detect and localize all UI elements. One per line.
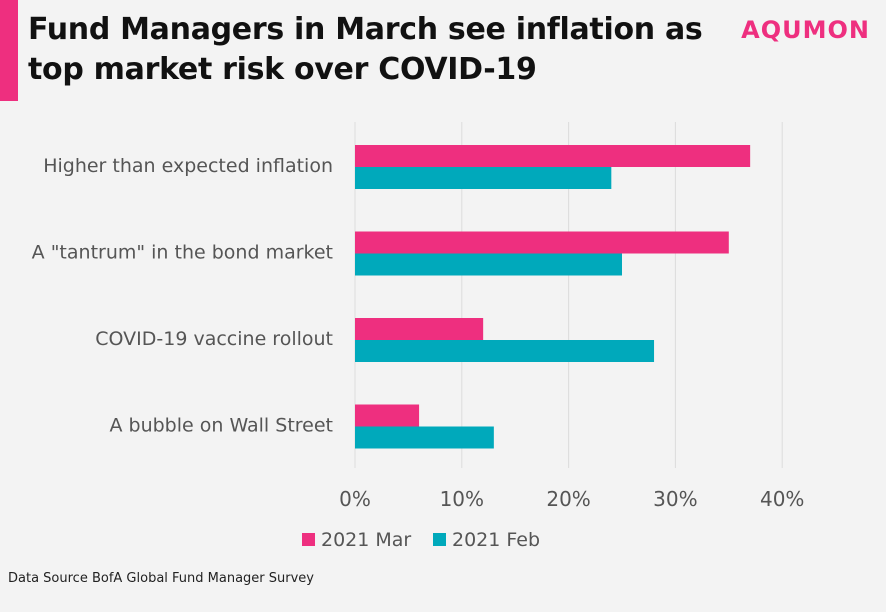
- bar-feb: [355, 426, 494, 449]
- category-labels: Higher than expected inflation A "tantrum…: [32, 155, 333, 437]
- x-tick-label: 10%: [440, 487, 484, 511]
- x-tick-label: 40%: [760, 487, 804, 511]
- bars: [355, 145, 751, 449]
- x-tick-label: 0%: [339, 487, 371, 511]
- legend: 2021 Mar 2021 Feb: [302, 529, 540, 551]
- chart-title: Fund Managers in March see inflation as …: [28, 12, 703, 87]
- bar-mar: [355, 318, 484, 340]
- legend-swatch: [302, 533, 315, 546]
- brand-logo: AQUMON: [741, 16, 870, 44]
- category-label: A bubble on Wall Street: [109, 415, 333, 437]
- category-label: COVID-19 vaccine rollout: [95, 328, 333, 350]
- bar-mar: [355, 404, 420, 427]
- bar-mar: [355, 145, 751, 167]
- x-tick-labels: 0% 10% 20% 30% 40%: [339, 487, 804, 511]
- category-label: A "tantrum" in the bond market: [32, 242, 333, 264]
- data-source-note: Data Source BofA Global Fund Manager Sur…: [8, 571, 314, 586]
- x-tick-label: 30%: [653, 487, 697, 511]
- category-label: Higher than expected inflation: [43, 155, 333, 177]
- bar-mar: [355, 231, 729, 254]
- bar-feb: [355, 167, 612, 189]
- legend-label: 2021 Feb: [452, 529, 540, 551]
- accent-bar: [0, 0, 18, 101]
- x-tick-label: 20%: [546, 487, 590, 511]
- legend-label: 2021 Mar: [321, 529, 411, 551]
- bar-feb: [355, 253, 622, 276]
- bar-feb: [355, 340, 655, 362]
- legend-swatch: [433, 533, 446, 546]
